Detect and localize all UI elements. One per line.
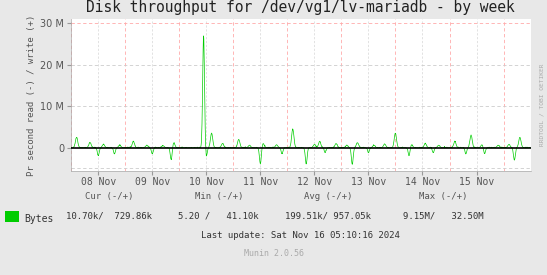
Text: Munin 2.0.56: Munin 2.0.56 (243, 249, 304, 258)
Text: Min (-/+): Min (-/+) (195, 192, 243, 201)
Text: Last update: Sat Nov 16 05:10:16 2024: Last update: Sat Nov 16 05:10:16 2024 (201, 231, 400, 240)
Text: Max (-/+): Max (-/+) (419, 192, 467, 201)
Text: Avg (-/+): Avg (-/+) (304, 192, 352, 201)
Text: 5.20 /   41.10k: 5.20 / 41.10k (178, 212, 259, 221)
Title: Disk throughput for /dev/vg1/lv-mariadb - by week: Disk throughput for /dev/vg1/lv-mariadb … (86, 0, 515, 15)
Text: RRDTOOL / TOBI OETIKER: RRDTOOL / TOBI OETIKER (539, 63, 544, 146)
Text: 10.70k/  729.86k: 10.70k/ 729.86k (66, 212, 153, 221)
Text: Bytes: Bytes (25, 214, 54, 224)
Text: 9.15M/   32.50M: 9.15M/ 32.50M (403, 212, 484, 221)
Text: Cur (-/+): Cur (-/+) (85, 192, 133, 201)
Text: 199.51k/ 957.05k: 199.51k/ 957.05k (285, 212, 371, 221)
Y-axis label: Pr second read (-) / write (+): Pr second read (-) / write (+) (27, 14, 36, 175)
